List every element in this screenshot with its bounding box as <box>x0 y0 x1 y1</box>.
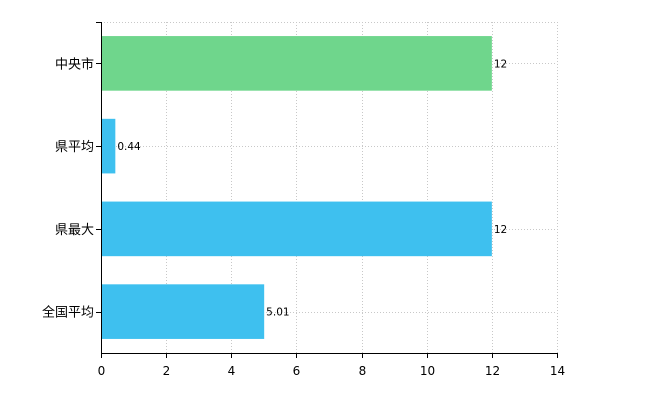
x-tick-label: 8 <box>359 364 367 378</box>
bar-value-label: 0.44 <box>117 141 141 153</box>
category-label: 中央市 <box>55 56 94 72</box>
bar <box>101 284 265 339</box>
x-tick-label: 2 <box>163 364 171 378</box>
bar-value-label: 5.01 <box>266 307 289 319</box>
bar-value-label: 12 <box>494 58 507 70</box>
axis-layer <box>96 22 558 358</box>
bar <box>101 36 492 91</box>
x-tick-label: 10 <box>420 364 435 378</box>
labels-layer: 12 中央市 0.44 県平均 12 県最大 5.01 全国平均 0 2 4 6 8 10 12 14 <box>42 56 565 378</box>
x-tick-label: 6 <box>293 364 301 378</box>
bar <box>101 118 116 174</box>
category-label: 県最大 <box>55 223 94 238</box>
category-label: 県平均 <box>55 140 94 155</box>
x-tick-label: 4 <box>228 364 236 378</box>
bar-value-label: 12 <box>494 224 507 236</box>
bars-layer <box>101 36 492 339</box>
x-tick-label: 12 <box>485 364 500 378</box>
x-tick-label: 14 <box>550 364 565 378</box>
category-label: 全国平均 <box>42 305 94 321</box>
x-tick-label: 0 <box>98 364 106 378</box>
bar <box>101 201 492 257</box>
